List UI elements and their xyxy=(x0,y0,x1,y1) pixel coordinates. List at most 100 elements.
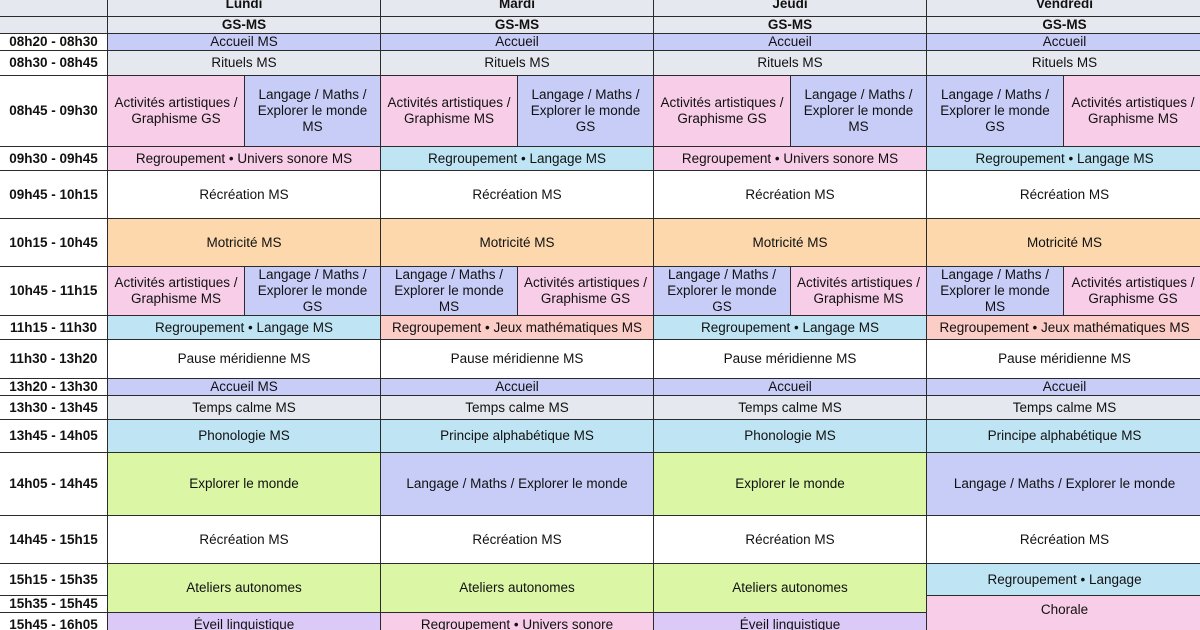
activity-cell: Ateliers autonomes xyxy=(653,563,928,613)
table-row: 14h45 - 15h15 Récréation MS Récréation M… xyxy=(0,515,1200,564)
time-slot: 08h30 - 08h45 xyxy=(0,50,108,76)
activity-cell: Regroupement • Jeux mathématiques MS xyxy=(926,315,1200,340)
activity-cell: Récréation MS xyxy=(926,170,1200,219)
time-slot: 15h15 - 15h35 xyxy=(0,563,108,596)
time-slot: 13h45 - 14h05 xyxy=(0,419,108,453)
time-slot: 11h15 - 11h30 xyxy=(0,315,108,340)
activity-cell: Phonologie MS xyxy=(107,419,381,453)
activity-cell: Éveil linguistique xyxy=(107,612,381,630)
class-header: GS-MS xyxy=(653,16,928,34)
table-row: 11h15 - 11h30 Regroupement • Langage MS … xyxy=(0,315,1200,340)
table-row: 08h30 - 08h45 Rituels MS Rituels MS Ritu… xyxy=(0,50,1200,76)
activity-cell: Accueil MS xyxy=(107,33,381,51)
time-slot: 13h20 - 13h30 xyxy=(0,378,108,396)
time-slot: 08h20 - 08h30 xyxy=(0,33,108,51)
day-header-lundi: Lundi xyxy=(107,0,381,17)
activity-cell: Regroupement • Langage MS xyxy=(107,315,381,340)
table-row: 09h30 - 09h45 Regroupement • Univers son… xyxy=(0,146,1200,171)
activity-cell: Activités artistiques / Graphisme MS xyxy=(107,266,245,316)
time-slot: 15h45 - 16h05 xyxy=(0,612,108,630)
activity-cell: Regroupement • Langage xyxy=(926,563,1200,596)
activity-cell: Langage / Maths / Explorer le monde MS xyxy=(244,75,381,147)
day-header-vendredi: Vendredi xyxy=(926,0,1200,17)
activity-cell: Récréation MS xyxy=(107,515,381,564)
activity-cell: Langage / Maths / Explorer le monde GS xyxy=(516,75,655,147)
activity-cell: Activités artistiques / Graphisme GS xyxy=(1063,266,1200,316)
activity-cell: Ateliers autonomes xyxy=(107,563,381,613)
activity-cell: Regroupement • Univers sonore MS xyxy=(653,146,928,171)
class-header: GS-MS xyxy=(926,16,1200,34)
activity-cell: Temps calme MS xyxy=(653,395,928,420)
table-row: 15h45 - 16h05 Éveil linguistique Regroup… xyxy=(0,612,1200,630)
header-row-classes: GS-MS GS-MS GS-MS GS-MS xyxy=(0,16,1200,34)
activity-cell: Temps calme MS xyxy=(379,395,655,420)
time-slot: 08h45 - 09h30 xyxy=(0,75,108,147)
time-slot: 14h05 - 14h45 xyxy=(0,452,108,516)
activity-cell: Accueil xyxy=(653,33,928,51)
day-header-jeudi: Jeudi xyxy=(653,0,928,17)
activity-cell: Pause méridienne MS xyxy=(379,339,655,379)
activity-cell: Temps calme MS xyxy=(926,395,1200,420)
table-row: 14h05 - 14h45 Explorer le monde Langage … xyxy=(0,452,1200,516)
header-row-days: Lundi Mardi Jeudi Vendredi xyxy=(0,0,1200,17)
table-row: 11h30 - 13h20 Pause méridienne MS Pause … xyxy=(0,339,1200,379)
activity-cell: Pause méridienne MS xyxy=(107,339,381,379)
activity-cell: Phonologie MS xyxy=(653,419,928,453)
activity-cell: Rituels MS xyxy=(107,50,381,76)
activity-cell: Explorer le monde xyxy=(107,452,381,516)
table-row: 10h15 - 10h45 Motricité MS Motricité MS … xyxy=(0,218,1200,267)
day-header-mardi: Mardi xyxy=(379,0,655,17)
activity-cell: Accueil xyxy=(926,378,1200,396)
activity-cell: Activités artistiques / Graphisme MS xyxy=(790,266,928,316)
activity-cell: Regroupement • Langage MS xyxy=(379,146,655,171)
activity-cell: Accueil xyxy=(653,378,928,396)
table-row: 15h15 - 15h35 Ateliers autonomes Atelier… xyxy=(0,563,1200,613)
time-slot: 09h30 - 09h45 xyxy=(0,146,108,171)
activity-cell: Motricité MS xyxy=(653,218,928,267)
activity-cell: Récréation MS xyxy=(653,170,928,219)
activity-cell: Activités artistiques / Graphisme GS xyxy=(516,266,655,316)
time-slot: 10h45 - 11h15 xyxy=(0,266,108,316)
corner-cell xyxy=(0,16,108,34)
activity-cell: Regroupement • Jeux mathématiques MS xyxy=(379,315,655,340)
activity-cell: Regroupement • Langage MS xyxy=(653,315,928,340)
table-row: 13h45 - 14h05 Phonologie MS Principe alp… xyxy=(0,419,1200,453)
time-slot: 10h15 - 10h45 xyxy=(0,218,108,267)
activity-cell: Explorer le monde xyxy=(653,452,928,516)
activity-cell: Activités artistiques / Graphisme GS xyxy=(107,75,245,147)
activity-cell: Motricité MS xyxy=(107,218,381,267)
corner-cell xyxy=(0,0,108,17)
activity-cell: Rituels MS xyxy=(379,50,655,76)
activity-cell: Regroupement • Univers sonore xyxy=(379,612,655,630)
activity-cell: Accueil xyxy=(379,378,655,396)
table-row: 08h20 - 08h30 Accueil MS Accueil Accueil… xyxy=(0,33,1200,51)
activity-cell: Langage / Maths / Explorer le monde GS xyxy=(244,266,381,316)
time-slot: 15h35 - 15h45 xyxy=(0,595,108,613)
activity-cell: Langage / Maths / Explorer le monde MS xyxy=(790,75,928,147)
activity-cell: Accueil xyxy=(926,33,1200,51)
table-row: 09h45 - 10h15 Récréation MS Récréation M… xyxy=(0,170,1200,219)
activity-cell: Activités artistiques / Graphisme GS xyxy=(653,75,792,147)
activity-cell: Langage / Maths / Explorer le monde MS xyxy=(926,266,1065,316)
activity-cell: Pause méridienne MS xyxy=(653,339,928,379)
activity-cell: Motricité MS xyxy=(379,218,655,267)
table-row: 13h30 - 13h45 Temps calme MS Temps calme… xyxy=(0,395,1200,420)
table-row: 08h45 - 09h30 Activités artistiques / Gr… xyxy=(0,75,1200,147)
activity-cell: Regroupement • Univers sonore MS xyxy=(107,146,381,171)
activity-cell: Récréation MS xyxy=(379,515,655,564)
table-row: 13h20 - 13h30 Accueil MS Accueil Accueil… xyxy=(0,378,1200,396)
activity-cell: Récréation MS xyxy=(926,515,1200,564)
activity-cell: Motricité MS xyxy=(926,218,1200,267)
activity-cell: Ateliers autonomes xyxy=(379,563,655,613)
activity-cell: Activités artistiques / Graphisme MS xyxy=(380,75,518,147)
activity-cell: Langage / Maths / Explorer le monde xyxy=(379,452,655,516)
table-row: 10h45 - 11h15 Activités artistiques / Gr… xyxy=(0,266,1200,316)
time-slot: 13h30 - 13h45 xyxy=(0,395,108,420)
activity-cell: Récréation MS xyxy=(653,515,928,564)
activity-cell: Rituels MS xyxy=(926,50,1200,76)
activity-cell: Récréation MS xyxy=(107,170,381,219)
time-slot: 14h45 - 15h15 xyxy=(0,515,108,564)
activity-cell: Principe alphabétique MS xyxy=(379,419,655,453)
